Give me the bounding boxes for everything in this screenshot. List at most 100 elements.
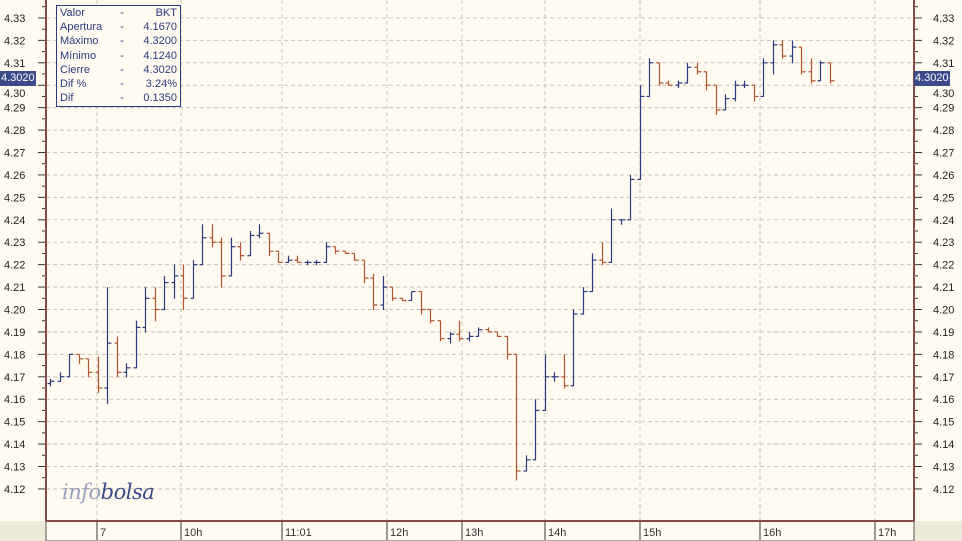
legend-sep: - bbox=[120, 49, 124, 62]
ohlc-bar bbox=[817, 60, 825, 82]
y-tick-label-left: 4.21 bbox=[4, 282, 25, 294]
ohlc-bar bbox=[437, 320, 445, 342]
y-tick-label-left: 4.12 bbox=[4, 484, 25, 496]
ohlc-bar bbox=[152, 287, 160, 322]
ohlc-bar bbox=[770, 40, 778, 75]
y-tick-label-right: 4.19 bbox=[933, 327, 954, 339]
ohlc-bar bbox=[142, 287, 150, 333]
ohlc-bar bbox=[304, 260, 312, 266]
ohlc-bar bbox=[95, 356, 103, 393]
y-tick-label-right: 4.15 bbox=[933, 417, 954, 429]
ohlc-bar bbox=[760, 58, 768, 98]
legend-row-valor: Valor - BKT bbox=[57, 6, 180, 20]
legend-row-apertura: Apertura - 4.1670 bbox=[57, 20, 180, 34]
x-tick-label: 17h bbox=[878, 527, 896, 539]
y-tick-label-right: 4.27 bbox=[933, 148, 954, 160]
legend-box: Valor - BKT Apertura -4.1670 Máximo -4.3200 … bbox=[56, 5, 181, 107]
x-tick-label: 16h bbox=[763, 527, 781, 539]
ohlc-bar bbox=[504, 335, 512, 360]
legend-key: Apertura bbox=[60, 21, 103, 34]
ohlc-bar bbox=[323, 242, 331, 264]
y-tick-label-right: 4.14 bbox=[933, 439, 954, 451]
legend-row-cierre: Cierre - 4.3020 bbox=[57, 63, 180, 77]
ohlc-bar bbox=[76, 353, 84, 364]
y-tick-label-right: 4.28 bbox=[933, 125, 954, 137]
infobolsa-logo: infobolsa bbox=[62, 480, 155, 504]
legend-sep: - bbox=[120, 35, 124, 48]
y-tick-label-right: 4.26 bbox=[933, 170, 954, 182]
y-tick-label-right: 4.23 bbox=[933, 237, 954, 249]
ohlc-bar bbox=[228, 237, 236, 277]
last-price-tag-left: 4.3020 bbox=[0, 71, 36, 86]
ohlc-bar bbox=[532, 399, 540, 461]
y-tick-label-right: 4.20 bbox=[933, 305, 954, 317]
ohlc-bar bbox=[684, 62, 692, 84]
y-tick-label-left: 4.29 bbox=[4, 103, 25, 115]
y-tick-label-left: 4.20 bbox=[4, 305, 25, 317]
ohlc-bar bbox=[656, 62, 664, 86]
logo-part-info: info bbox=[62, 480, 101, 504]
ohlc-bar bbox=[513, 353, 521, 481]
ohlc-bar bbox=[789, 40, 797, 64]
ohlc-bar bbox=[561, 354, 569, 389]
ohlc-bar bbox=[646, 58, 654, 98]
y-tick-label-left: 4.17 bbox=[4, 372, 25, 384]
y-tick-label-left: 4.24 bbox=[4, 215, 25, 227]
ohlc-bar bbox=[589, 253, 597, 293]
ohlc-bar bbox=[408, 290, 416, 302]
ohlc-bar bbox=[47, 379, 55, 387]
ohlc-bar bbox=[104, 287, 112, 405]
x-tick-label: 14h bbox=[548, 527, 566, 539]
legend-row-maximo: Máximo - 4.3200 bbox=[57, 34, 180, 48]
ohlc-bar bbox=[542, 354, 550, 412]
ohlc-bar bbox=[57, 372, 65, 382]
ohlc-bar bbox=[266, 232, 274, 257]
y-tick-label-right: 4.12 bbox=[933, 484, 954, 496]
legend-sep: - bbox=[120, 92, 124, 105]
y-tick-label-left: 4.25 bbox=[4, 192, 25, 204]
y-tick-label-left: 4.22 bbox=[4, 260, 25, 272]
ohlc-bar bbox=[741, 80, 749, 88]
y-tick-label-left: 4.33 bbox=[4, 13, 25, 25]
left-axis-area bbox=[0, 0, 46, 521]
y-tick-label-left: 4.16 bbox=[4, 394, 25, 406]
x-tick-label: 10h bbox=[184, 527, 202, 539]
ohlc-bar bbox=[285, 255, 293, 264]
ohlc-bar bbox=[218, 237, 226, 288]
ohlc-bar bbox=[361, 259, 369, 284]
ohlc-bar bbox=[294, 255, 302, 264]
ohlc-bar bbox=[447, 331, 455, 344]
ohlc-bar bbox=[551, 372, 559, 382]
y-tick-label-right: 4.31 bbox=[933, 58, 954, 70]
ohlc-bar bbox=[827, 62, 835, 84]
legend-value: 4.1240 bbox=[143, 49, 177, 62]
y-tick-label-left: 4.26 bbox=[4, 170, 25, 182]
ohlc-bar bbox=[427, 308, 435, 324]
legend-key: Valor bbox=[60, 7, 85, 19]
x-tick-label: 11:01 bbox=[285, 527, 312, 539]
ohlc-bar bbox=[599, 242, 607, 266]
ohlc-bar bbox=[694, 62, 702, 75]
ohlc-bar bbox=[370, 273, 378, 311]
y-tick-label-left: 4.28 bbox=[4, 125, 25, 137]
ohlc-bar bbox=[637, 85, 645, 181]
y-tick-label-right: 4.16 bbox=[933, 394, 954, 406]
y-tick-label-left: 4.13 bbox=[4, 462, 25, 474]
y-tick-label-left: 4.27 bbox=[4, 148, 25, 160]
x-tick-label: 13h bbox=[465, 527, 483, 539]
y-tick-label-right: 4.33 bbox=[933, 13, 954, 25]
ohlc-bar bbox=[751, 84, 759, 102]
ohlc-bar bbox=[703, 71, 711, 91]
y-tick-label-right: 4.29 bbox=[933, 103, 954, 115]
ohlc-bar bbox=[627, 174, 635, 221]
ohlc-bar bbox=[456, 320, 464, 342]
y-tick-label-left: 4.14 bbox=[4, 439, 25, 451]
ohlc-bar bbox=[66, 353, 74, 378]
ohlc-bar bbox=[190, 260, 198, 299]
legend-value: 4.3200 bbox=[143, 35, 177, 48]
logo-part-bolsa: bolsa bbox=[100, 480, 155, 504]
x-tick-label: 15h bbox=[643, 527, 661, 539]
legend-key: Dif % bbox=[60, 78, 87, 91]
ohlc-bar bbox=[675, 80, 683, 88]
ohlc-bar bbox=[570, 309, 578, 387]
